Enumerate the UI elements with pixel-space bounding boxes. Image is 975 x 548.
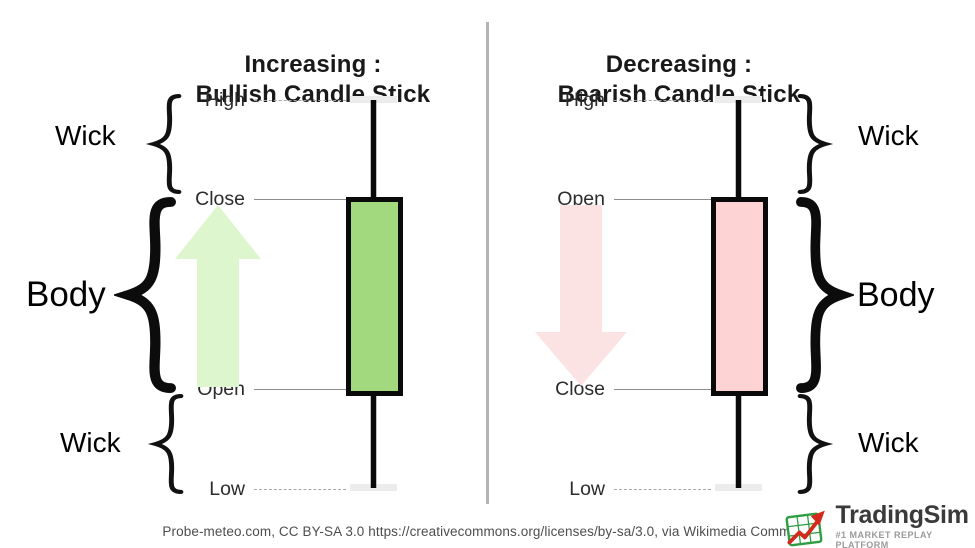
tradingsim-brand-text: TradingSim xyxy=(835,501,969,529)
bearish-wick-top-label: Wick xyxy=(858,120,919,151)
bullish-wick-bottom-brace xyxy=(147,394,184,494)
bullish-high-tick xyxy=(350,96,397,103)
tradingsim-wordmark: TradingSim #1 MARKET REPLAY PLATFORM xyxy=(835,503,975,548)
bullish-open-leader-line xyxy=(254,388,346,390)
bearish-body-label: Body xyxy=(857,276,935,314)
bullish-high-row: High xyxy=(183,89,346,111)
bullish-candle-body xyxy=(346,197,403,396)
tradingsim-chart-icon xyxy=(785,510,825,546)
bullish-wick-top-brace xyxy=(145,94,182,194)
bearish-low-leader-line xyxy=(614,488,711,490)
bullish-body-label: Body xyxy=(26,275,106,314)
bullish-wick-top-label: Wick xyxy=(55,120,116,151)
bullish-close-row: Close xyxy=(183,188,346,210)
bearish-candle-body xyxy=(711,197,768,396)
bearish-wick-bottom-brace xyxy=(797,394,834,494)
bullish-low-row: Low xyxy=(183,478,346,500)
bearish-down-arrow xyxy=(535,205,627,386)
bearish-open-label: Open xyxy=(557,187,605,210)
tradingsim-logo: TradingSim #1 MARKET REPLAY PLATFORM xyxy=(783,503,975,548)
bullish-body-brace xyxy=(114,196,176,394)
bullish-up-arrow xyxy=(175,205,261,387)
bearish-wick-top-brace xyxy=(797,94,834,194)
bullish-title-line1: Increasing : xyxy=(244,50,382,78)
bearish-high-row: High xyxy=(545,89,711,111)
bullish-low-label: Low xyxy=(209,477,245,500)
bearish-open-row: Open xyxy=(545,188,711,210)
bullish-title-line2: Bullish Candle Stick xyxy=(195,80,431,108)
bearish-close-label: Close xyxy=(555,377,605,400)
bearish-title-line1: Decreasing : xyxy=(605,50,753,78)
bearish-close-leader-line xyxy=(614,388,711,390)
tradingsim-tagline-text: #1 MARKET REPLAY PLATFORM xyxy=(835,530,933,548)
bearish-body-brace xyxy=(796,196,854,394)
bullish-close-label: Close xyxy=(195,187,245,210)
bullish-title: Increasing : Bullish Candle Stick xyxy=(158,50,468,110)
bearish-high-leader-line xyxy=(614,99,711,101)
bearish-title-line2: Bearish Candle Stick xyxy=(557,80,801,108)
bullish-low-leader-line xyxy=(254,488,346,490)
bearish-wick-bottom-label: Wick xyxy=(858,427,919,458)
bullish-high-label: High xyxy=(204,88,245,111)
bearish-high-label: High xyxy=(564,88,605,111)
attribution-text: Probe-meteo.com, CC BY-SA 3.0 https://cr… xyxy=(162,524,813,539)
bearish-title: Decreasing : Bearish Candle Stick xyxy=(524,50,834,110)
bearish-candle xyxy=(711,96,768,491)
bearish-high-tick xyxy=(715,96,762,103)
bullish-close-leader-line xyxy=(254,198,346,200)
arrow-head xyxy=(810,510,825,526)
bearish-open-leader-line xyxy=(614,198,711,200)
bearish-low-label: Low xyxy=(569,477,605,500)
bearish-close-row: Close xyxy=(545,378,711,400)
bullish-wick-bottom-label: Wick xyxy=(60,427,121,458)
bullish-high-leader-line xyxy=(254,99,346,101)
panel-divider xyxy=(486,22,489,504)
bullish-candle xyxy=(346,96,403,491)
bearish-low-row: Low xyxy=(545,478,711,500)
